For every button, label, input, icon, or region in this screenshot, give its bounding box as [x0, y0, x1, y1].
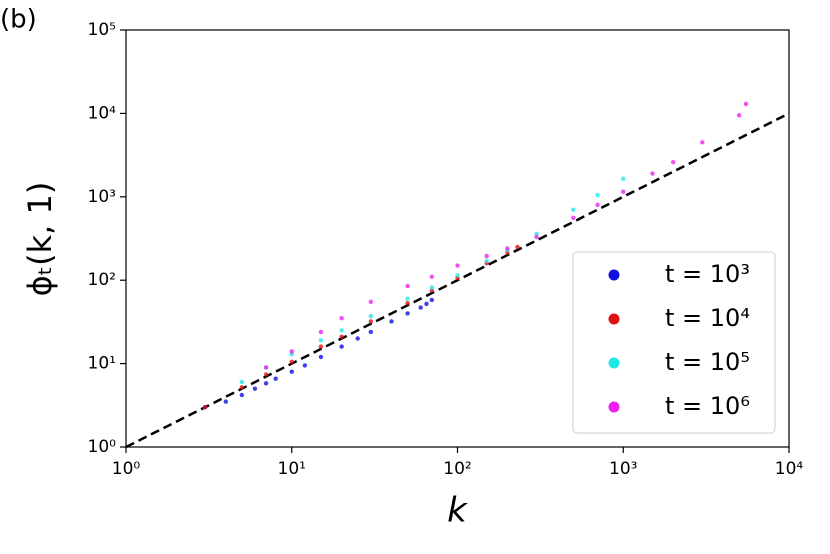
panel-label: (b)	[0, 5, 37, 35]
data-point	[263, 381, 269, 386]
data-point	[534, 234, 539, 240]
data-point	[318, 344, 324, 349]
data-point	[595, 192, 600, 198]
legend: t = 10³ t = 10⁴ t = 10⁵ t = 10⁶	[572, 251, 776, 434]
data-point	[239, 379, 245, 385]
data-point	[534, 231, 539, 237]
data-point	[650, 171, 655, 176]
data-point	[405, 296, 410, 301]
data-point	[368, 319, 374, 324]
data-point	[339, 344, 344, 349]
data-point	[318, 354, 324, 360]
data-point	[405, 311, 410, 316]
legend-box	[572, 251, 776, 434]
legend-marker	[608, 357, 620, 369]
data-point	[429, 288, 435, 293]
data-point	[339, 316, 344, 321]
data-point	[505, 246, 510, 251]
data-point	[273, 376, 278, 381]
data-point	[429, 285, 435, 290]
x-tick-label: 10²	[443, 459, 471, 479]
y-tick-label: 10⁵	[88, 20, 116, 40]
data-point	[424, 301, 429, 307]
data-point	[355, 336, 360, 341]
data-point	[429, 297, 435, 303]
data-point	[252, 386, 258, 391]
x-tick-label: 10⁴	[775, 459, 804, 479]
x-tick-label: 10³	[609, 459, 637, 479]
data-point	[263, 372, 269, 377]
data-point	[418, 305, 423, 310]
data-point	[484, 253, 489, 259]
data-point	[455, 263, 460, 268]
data-point	[595, 202, 600, 208]
data-point	[484, 258, 489, 264]
data-point	[302, 363, 308, 368]
data-point	[368, 329, 374, 335]
y-axis-label: ϕₜ(k, 1)	[21, 182, 59, 297]
data-point	[239, 392, 245, 398]
data-point	[571, 215, 576, 221]
data-point	[455, 272, 460, 278]
data-point	[571, 207, 576, 212]
data-point	[389, 319, 394, 324]
y-tick-label: 10⁴	[88, 103, 117, 123]
data-point	[339, 328, 344, 333]
legend-label: t = 10⁴	[665, 304, 750, 332]
data-point	[318, 329, 324, 335]
data-point	[736, 113, 742, 118]
legend-label: t = 10⁶	[665, 392, 750, 420]
data-point	[263, 365, 269, 370]
data-point	[289, 369, 294, 374]
legend-marker	[608, 401, 620, 413]
data-point	[289, 349, 294, 354]
data-point	[621, 189, 626, 194]
data-point	[670, 159, 676, 165]
data-point	[621, 176, 626, 181]
data-point	[239, 385, 245, 390]
legend-marker	[608, 313, 620, 325]
data-point	[223, 399, 228, 404]
x-tick-label: 10⁰	[112, 459, 141, 479]
data-point	[318, 338, 324, 343]
x-axis-label: k	[447, 491, 468, 531]
legend-label: t = 10³	[665, 260, 750, 288]
data-point	[339, 334, 344, 339]
y-tick-label: 10³	[88, 187, 116, 207]
legend-label: t = 10⁵	[665, 348, 750, 376]
y-tick-label: 10⁰	[88, 437, 117, 457]
y-tick-label: 10²	[88, 270, 116, 290]
data-point	[405, 283, 410, 289]
data-point	[429, 274, 435, 279]
data-point	[405, 300, 410, 306]
data-point	[202, 405, 208, 410]
data-point	[515, 244, 520, 250]
x-tick-label: 10¹	[278, 459, 306, 479]
data-point	[368, 314, 374, 319]
data-point	[743, 101, 749, 107]
data-point	[700, 140, 705, 145]
data-point	[368, 299, 374, 305]
legend-marker	[608, 269, 620, 281]
data-point	[289, 359, 294, 365]
y-tick-label: 10¹	[88, 354, 116, 374]
